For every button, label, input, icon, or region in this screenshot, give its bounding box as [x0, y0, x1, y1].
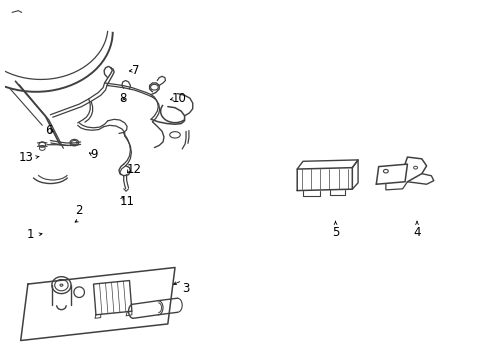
Text: 1: 1 [27, 228, 35, 241]
Text: 2: 2 [75, 204, 83, 217]
Text: 12: 12 [127, 163, 142, 176]
Text: 3: 3 [182, 282, 189, 295]
Text: 5: 5 [331, 226, 339, 239]
Text: 8: 8 [119, 93, 126, 105]
Text: 6: 6 [45, 124, 53, 137]
Text: 13: 13 [19, 150, 34, 163]
Text: 10: 10 [171, 93, 186, 105]
Text: 4: 4 [412, 226, 420, 239]
Text: 11: 11 [120, 195, 135, 208]
Text: 7: 7 [132, 64, 139, 77]
Text: 9: 9 [90, 148, 98, 161]
